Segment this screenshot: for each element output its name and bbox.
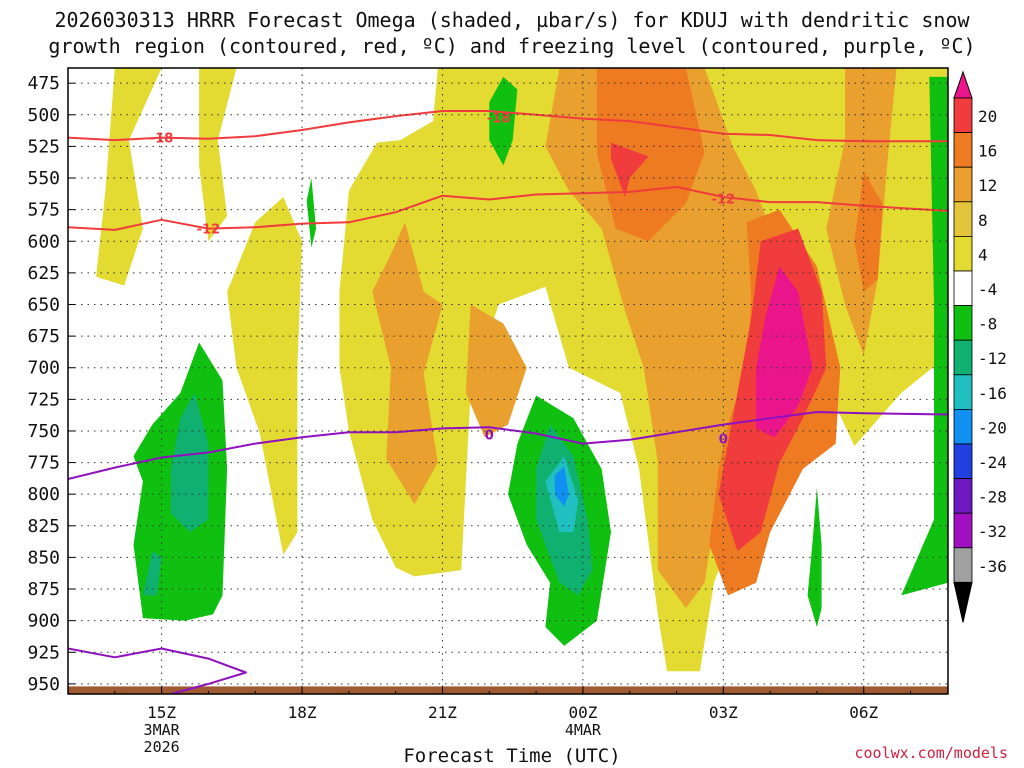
colorbar-label-6: -8 — [978, 315, 997, 334]
contour-label-4: 0 — [485, 429, 494, 444]
colorbar-label-13: -36 — [978, 557, 1007, 576]
y-tick-label: 775 — [27, 453, 60, 474]
y-tick-label: 700 — [27, 358, 60, 379]
omega-region-pos-5 — [465, 304, 527, 438]
omega-region-pos-0 — [96, 68, 162, 286]
colorbar-swatch-1 — [953, 132, 973, 168]
omega-region-neg-18 — [901, 76, 948, 596]
colorbar-swatch-5 — [953, 270, 973, 306]
colorbar-swatch-4 — [953, 235, 973, 272]
colorbar-swatch-13 — [953, 547, 973, 583]
dgz-contour-1 — [68, 185, 948, 231]
omega-region-neg-14 — [489, 76, 518, 166]
omega-region-pos-12 — [611, 142, 649, 197]
contour-label-1: -18 — [487, 111, 511, 126]
colorbar-label-4: 4 — [978, 245, 988, 264]
x-tick-label: 03Z — [709, 703, 738, 722]
colorbar-swatch-12 — [953, 512, 973, 549]
y-tick-label: 525 — [27, 136, 60, 157]
contour-label-0: -18 — [150, 132, 174, 147]
plot-frame — [67, 67, 949, 695]
y-tick-label: 675 — [27, 326, 60, 347]
colorbar-label-0: 20 — [978, 107, 997, 126]
omega-region-pos-4 — [372, 222, 443, 505]
colorbar-swatch-3 — [953, 201, 973, 237]
omega-region-neg-21 — [142, 551, 162, 596]
chart-title-line-2: growth region (contoured, red, ºC) and f… — [48, 34, 976, 58]
colorbar-swatch-8 — [953, 374, 973, 410]
colorbar: 20 16 12 8 4 -4 -8 -12 -16 -20 -24 -28 -32 -36 — [953, 70, 1007, 623]
y-tick-label: 625 — [27, 263, 60, 284]
omega-region-pos-1 — [199, 68, 237, 242]
colorbar-label-9: -20 — [978, 418, 1007, 437]
x-tick-label: 15Z — [147, 703, 176, 722]
omega-region-pos-2 — [227, 197, 302, 555]
y-tick-label: 825 — [27, 516, 60, 537]
freezing-level-contour-0 — [68, 411, 948, 480]
site-credit: coolwx.com/models — [854, 744, 1008, 762]
y-tick-label: 725 — [27, 389, 60, 410]
omega-region-neg-24 — [554, 466, 569, 507]
y-tick-label: 475 — [27, 73, 60, 94]
colorbar-label-3: 8 — [978, 211, 988, 230]
y-tick-label: 575 — [27, 200, 60, 221]
omega-region-neg-19 — [807, 487, 822, 627]
omega-region-pos-10 — [854, 171, 883, 292]
omega-region-pos-3 — [339, 68, 948, 672]
x-tick-label: 00Z — [568, 703, 597, 722]
colorbar-swatch-0 — [953, 97, 973, 133]
x-tick-sublabel: 4MAR — [565, 721, 602, 739]
y-tick-label: 600 — [27, 231, 60, 252]
x-tick-label: 21Z — [428, 703, 457, 722]
omega-fills: -18 -18 -12 -12 0 0 — [68, 68, 948, 694]
colorbar-label-12: -32 — [978, 522, 1007, 541]
colorbar-bottom-arrow — [953, 581, 973, 623]
x-axis-title: Forecast Time (UTC) — [403, 745, 621, 767]
colorbar-label-10: -24 — [978, 453, 1007, 472]
colorbar-top-arrow — [953, 70, 973, 99]
colorbar-label-8: -16 — [978, 384, 1007, 403]
omega-region-neg-15 — [306, 178, 317, 248]
terrain-strip — [68, 686, 948, 694]
y-tick-label: 900 — [27, 611, 60, 632]
colorbar-label-5: -4 — [978, 280, 997, 299]
colorbar-swatch-11 — [953, 478, 973, 514]
colorbar-swatch-9 — [953, 408, 973, 445]
colorbar-label-1: 16 — [978, 142, 997, 161]
colorbar-swatch-6 — [953, 305, 973, 341]
y-tick-label: 925 — [27, 642, 60, 663]
y-tick-label: 850 — [27, 547, 60, 568]
colorbar-swatch-10 — [953, 443, 973, 479]
omega-region-pos-8 — [596, 68, 705, 242]
colorbar-swatch-7 — [953, 339, 973, 376]
colorbar-label-7: -12 — [978, 349, 1007, 368]
colorbar-label-11: -28 — [978, 488, 1007, 507]
y-tick-label: 875 — [27, 579, 60, 600]
y-tick-label: 550 — [27, 168, 60, 189]
y-tick-label: 800 — [27, 484, 60, 505]
colorbar-swatch-2 — [953, 166, 973, 203]
y-tick-label: 750 — [27, 421, 60, 442]
chart-title-line-1: 2026030313 HRRR Forecast Omega (shaded, … — [54, 8, 970, 32]
freezing-level-contour-1 — [68, 647, 247, 694]
contour-label-3: -12 — [712, 192, 736, 207]
contour-label-2: -12 — [197, 223, 221, 238]
contour-label-5: 0 — [719, 433, 728, 448]
y-tick-label: 950 — [27, 674, 60, 695]
x-tick-sublabel-year: 2026 — [144, 738, 180, 756]
y-tick-label: 650 — [27, 294, 60, 315]
x-tick-label: 18Z — [288, 703, 317, 722]
omega-region-neg-20 — [171, 393, 209, 533]
y-tick-label: 500 — [27, 105, 60, 126]
omega-region-pos-13 — [756, 266, 813, 438]
dgz-contour-0 — [68, 110, 948, 143]
x-tick-label: 06Z — [849, 703, 878, 722]
grid-lines — [68, 68, 948, 694]
colorbar-label-2: 12 — [978, 176, 997, 195]
x-tick-sublabel: 3MAR — [144, 721, 181, 739]
